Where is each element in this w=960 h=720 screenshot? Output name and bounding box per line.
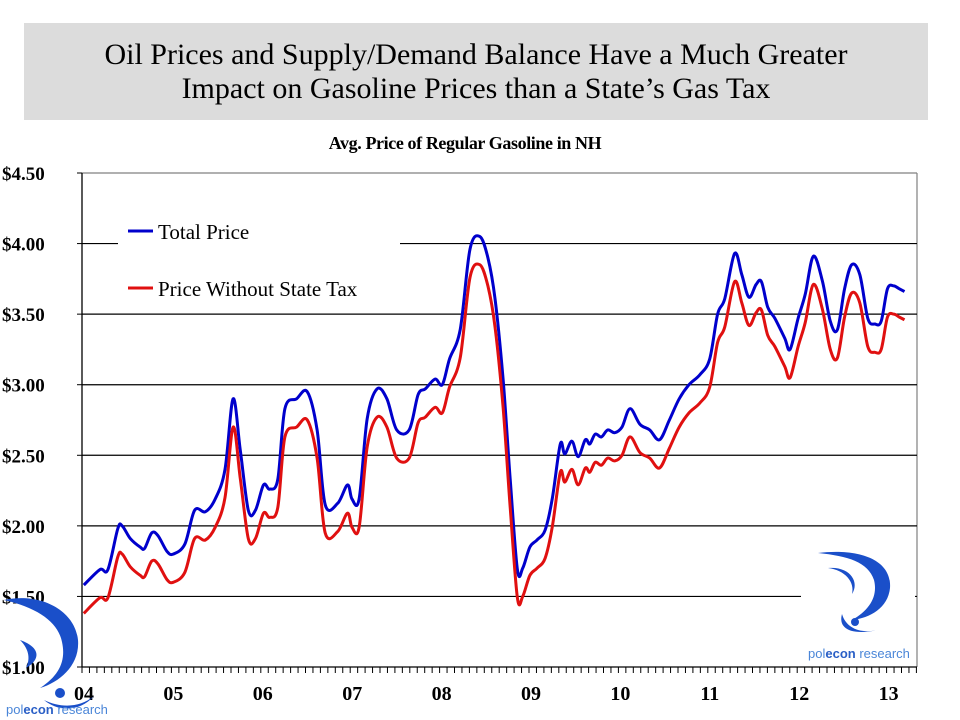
x-tick-label: 13 [879,683,899,705]
x-tick-label: 09 [521,683,541,705]
legend: Total Price Price Without State Tax [118,210,400,310]
legend-label-total-price: Total Price [158,220,249,244]
series-lines [82,234,906,615]
x-tick-label: 05 [163,683,183,705]
y-tick-label: $3.00 [2,376,45,397]
y-tick-label: $1.00 [2,658,45,679]
polecon-logo-left: polecon research [4,598,108,717]
x-tick-label: 10 [610,683,630,705]
logo-swirl-icon [4,598,79,688]
y-tick-label: $2.50 [2,446,45,467]
series-line-price-without-state-tax [82,262,906,615]
gridlines [77,172,918,673]
polecon-logo-right: polecon research [801,545,915,665]
x-axis-ticks: 04 05 06 07 08 09 10 11 12 13 [74,683,899,705]
chart-title: Avg. Price of Regular Gasoline in NH [328,133,602,153]
y-tick-label: $4.00 [2,235,45,256]
legend-background [118,210,400,310]
logo-swirl-icon [818,551,891,620]
y-tick-label: $2.00 [2,517,45,538]
x-tick-label: 06 [253,683,273,705]
y-tick-label: $3.50 [2,305,45,326]
logo-text-left: polecon research [6,702,108,717]
x-tick-label: 08 [432,683,452,705]
slide-title-banner: Oil Prices and Supply/Demand Balance Hav… [24,23,928,120]
series-line-total-price [82,234,906,587]
slide-title-line-1: Oil Prices and Supply/Demand Balance Hav… [104,37,848,71]
y-axis-ticks: $1.00$1.50$2.00$2.50$3.00$3.50$4.00$4.50 [2,164,45,679]
x-tick-label: 11 [700,683,719,705]
logo-text-right: polecon research [808,646,910,661]
slide-title-line-2: Impact on Gasoline Prices than a State’s… [181,71,771,105]
x-tick-label: 07 [342,683,362,705]
x-tick-label: 04 [74,683,94,705]
legend-label-price-without-tax: Price Without State Tax [158,277,358,301]
y-tick-label: $4.50 [2,164,45,185]
x-tick-label: 12 [789,683,809,705]
